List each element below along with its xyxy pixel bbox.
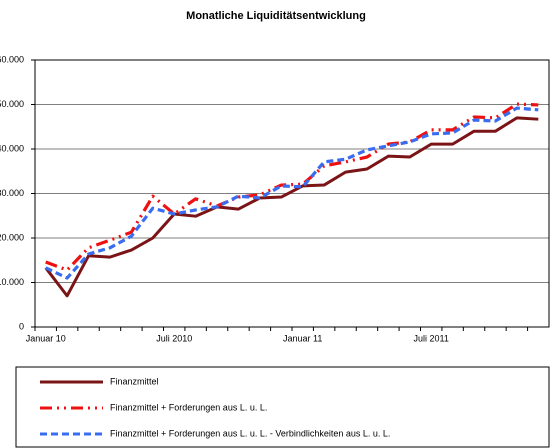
y-tick-label: 40.000 [0, 143, 24, 153]
series-line [45, 102, 539, 272]
y-tick-label: 60.000 [0, 54, 24, 64]
series-line [45, 106, 539, 280]
x-tick-label: Januar 11 [283, 333, 322, 343]
x-tick-label: Juli 2010 [156, 333, 192, 343]
y-tick-label: 10.000 [0, 277, 24, 287]
x-tick-label: Januar 10 [26, 333, 66, 343]
y-tick-label: 30.000 [0, 188, 24, 198]
x-tick-label: Juli 2011 [414, 333, 449, 343]
y-tick-label: 20.000 [0, 232, 24, 242]
y-tick-label: 50.000 [0, 99, 24, 109]
legend-label: Finanzmittel [110, 376, 159, 386]
legend-box [15, 366, 550, 448]
chart-title: Monatliche Liquiditätsentwicklung [186, 10, 366, 22]
series-line [44, 116, 539, 298]
legend-label: Finanzmittel + Forderungen aus L. u. L. [110, 402, 267, 412]
legend-label: Finanzmittel + Forderungen aus L. u. L. … [110, 428, 390, 438]
y-tick-label: 0 [19, 321, 24, 331]
